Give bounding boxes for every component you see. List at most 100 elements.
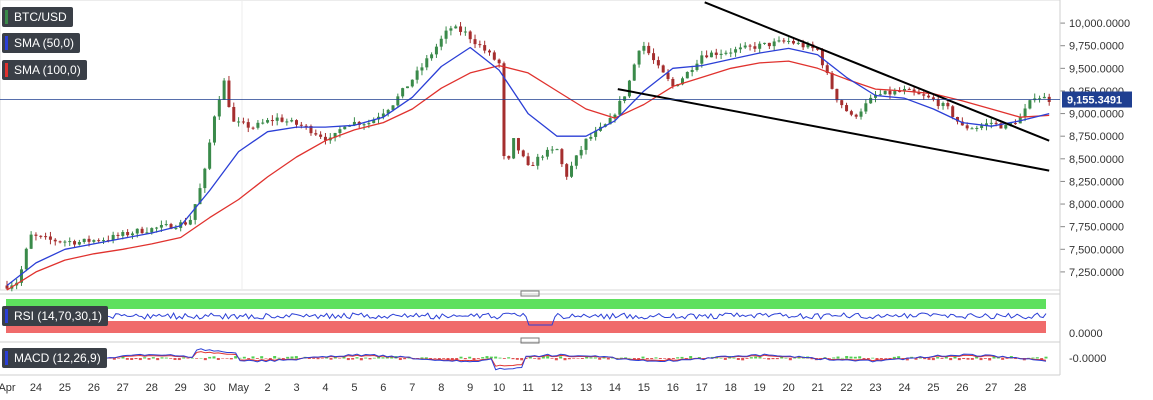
candle-body <box>266 120 270 123</box>
legend-rsi[interactable]: RSI (14,70,30,1) <box>2 306 109 326</box>
macd-histogram-bar <box>1005 358 1009 359</box>
macd-histogram-bar <box>320 358 324 359</box>
candle <box>343 126 347 130</box>
candle-body <box>748 45 752 47</box>
macd-histogram-bar <box>931 358 935 361</box>
macd-histogram-bar <box>390 356 394 359</box>
macd-histogram-bar <box>793 357 797 359</box>
macd-histogram-bar <box>151 357 155 359</box>
candle-body <box>280 117 284 122</box>
macd-histogram-bar <box>351 358 355 360</box>
candle-body <box>999 123 1003 129</box>
candle <box>488 49 491 56</box>
candle-body <box>319 134 323 137</box>
candle <box>758 41 762 53</box>
macd-histogram-bar <box>112 358 116 360</box>
macd-histogram-bar <box>914 358 918 360</box>
candle-body <box>951 106 955 117</box>
macd-histogram-bar <box>732 357 736 359</box>
candle-body <box>420 67 424 71</box>
macd-histogram-bar <box>606 358 610 360</box>
candle-body <box>989 122 993 124</box>
candle-body <box>401 88 405 97</box>
legend-sma100[interactable]: SMA (100,0) <box>2 60 87 80</box>
macd-histogram-bar <box>182 357 186 359</box>
candle-body <box>261 122 265 124</box>
candle <box>126 229 130 237</box>
candle <box>266 117 270 124</box>
candle <box>164 220 168 227</box>
candle-body <box>878 94 882 96</box>
macd-line <box>5 348 1047 371</box>
candle <box>574 155 578 170</box>
candle-body <box>936 99 940 107</box>
macd-histogram-bar <box>442 358 446 359</box>
candle-body <box>869 97 873 104</box>
candle <box>512 138 516 160</box>
macd-histogram-bar <box>654 357 658 359</box>
candle-body <box>854 114 858 117</box>
y-tick-label: 7,750.0000 <box>1069 222 1124 234</box>
candle-body <box>275 117 279 121</box>
candle <box>449 25 453 36</box>
macd-histogram-bar <box>940 358 944 359</box>
candle-body <box>550 149 554 151</box>
legend-sma50[interactable]: SMA (50,0) <box>2 33 81 53</box>
candle-body <box>574 155 578 166</box>
candle-body <box>410 79 414 87</box>
candle-body <box>898 91 902 93</box>
macd-histogram-bar <box>975 356 979 359</box>
candle-body <box>782 40 786 42</box>
macd-histogram-bar <box>346 358 350 361</box>
candle-body <box>405 86 409 89</box>
candle-body <box>753 46 757 49</box>
candle-body <box>912 89 916 93</box>
legend-symbol[interactable]: BTC/USD <box>2 7 73 27</box>
macd-histogram-bar <box>775 358 779 360</box>
candle <box>212 115 216 146</box>
candle-body <box>309 126 313 134</box>
macd-histogram-bar <box>355 357 359 359</box>
candle-body <box>362 124 366 126</box>
x-tick-label: May <box>228 382 249 394</box>
x-tick-label: 27 <box>985 382 997 394</box>
x-tick-label: 2 <box>264 382 270 394</box>
macd-histogram-bar <box>277 357 281 359</box>
candle <box>541 154 545 161</box>
candle-body <box>787 40 791 42</box>
candle-body <box>299 124 303 126</box>
candle <box>960 117 964 126</box>
candle-body <box>627 80 631 97</box>
candle-body <box>174 227 178 229</box>
macd-histogram-bar <box>125 358 129 360</box>
macd-tick-label: -0.0000 <box>1069 353 1106 365</box>
sma50-swatch <box>5 36 8 50</box>
candle <box>405 86 409 89</box>
macd-histogram-bar <box>260 356 264 359</box>
candle-body <box>285 121 289 123</box>
macd-histogram-bar <box>853 356 857 359</box>
macd-histogram-bar <box>858 356 862 359</box>
candle <box>642 41 646 55</box>
macd-histogram-bar <box>957 358 961 361</box>
candle-body <box>53 239 57 242</box>
macd-histogram-bar <box>836 356 840 359</box>
macd-histogram-bar <box>459 356 463 359</box>
candle-body <box>791 40 795 44</box>
macd-histogram-bar <box>164 357 168 359</box>
x-tick-label: 15 <box>638 382 650 394</box>
legend-macd[interactable]: MACD (12,26,9) <box>2 348 107 368</box>
candle-body <box>473 39 477 45</box>
rsi-line <box>5 312 1047 326</box>
candle <box>946 100 950 110</box>
candle-body <box>68 241 72 243</box>
candle <box>208 139 212 171</box>
candle <box>902 85 906 95</box>
candle <box>362 121 366 130</box>
candle <box>516 137 520 154</box>
candle-body <box>907 88 911 90</box>
candle <box>323 133 327 145</box>
candle-body <box>415 70 419 80</box>
candle <box>444 26 448 44</box>
candle-body <box>212 116 216 143</box>
